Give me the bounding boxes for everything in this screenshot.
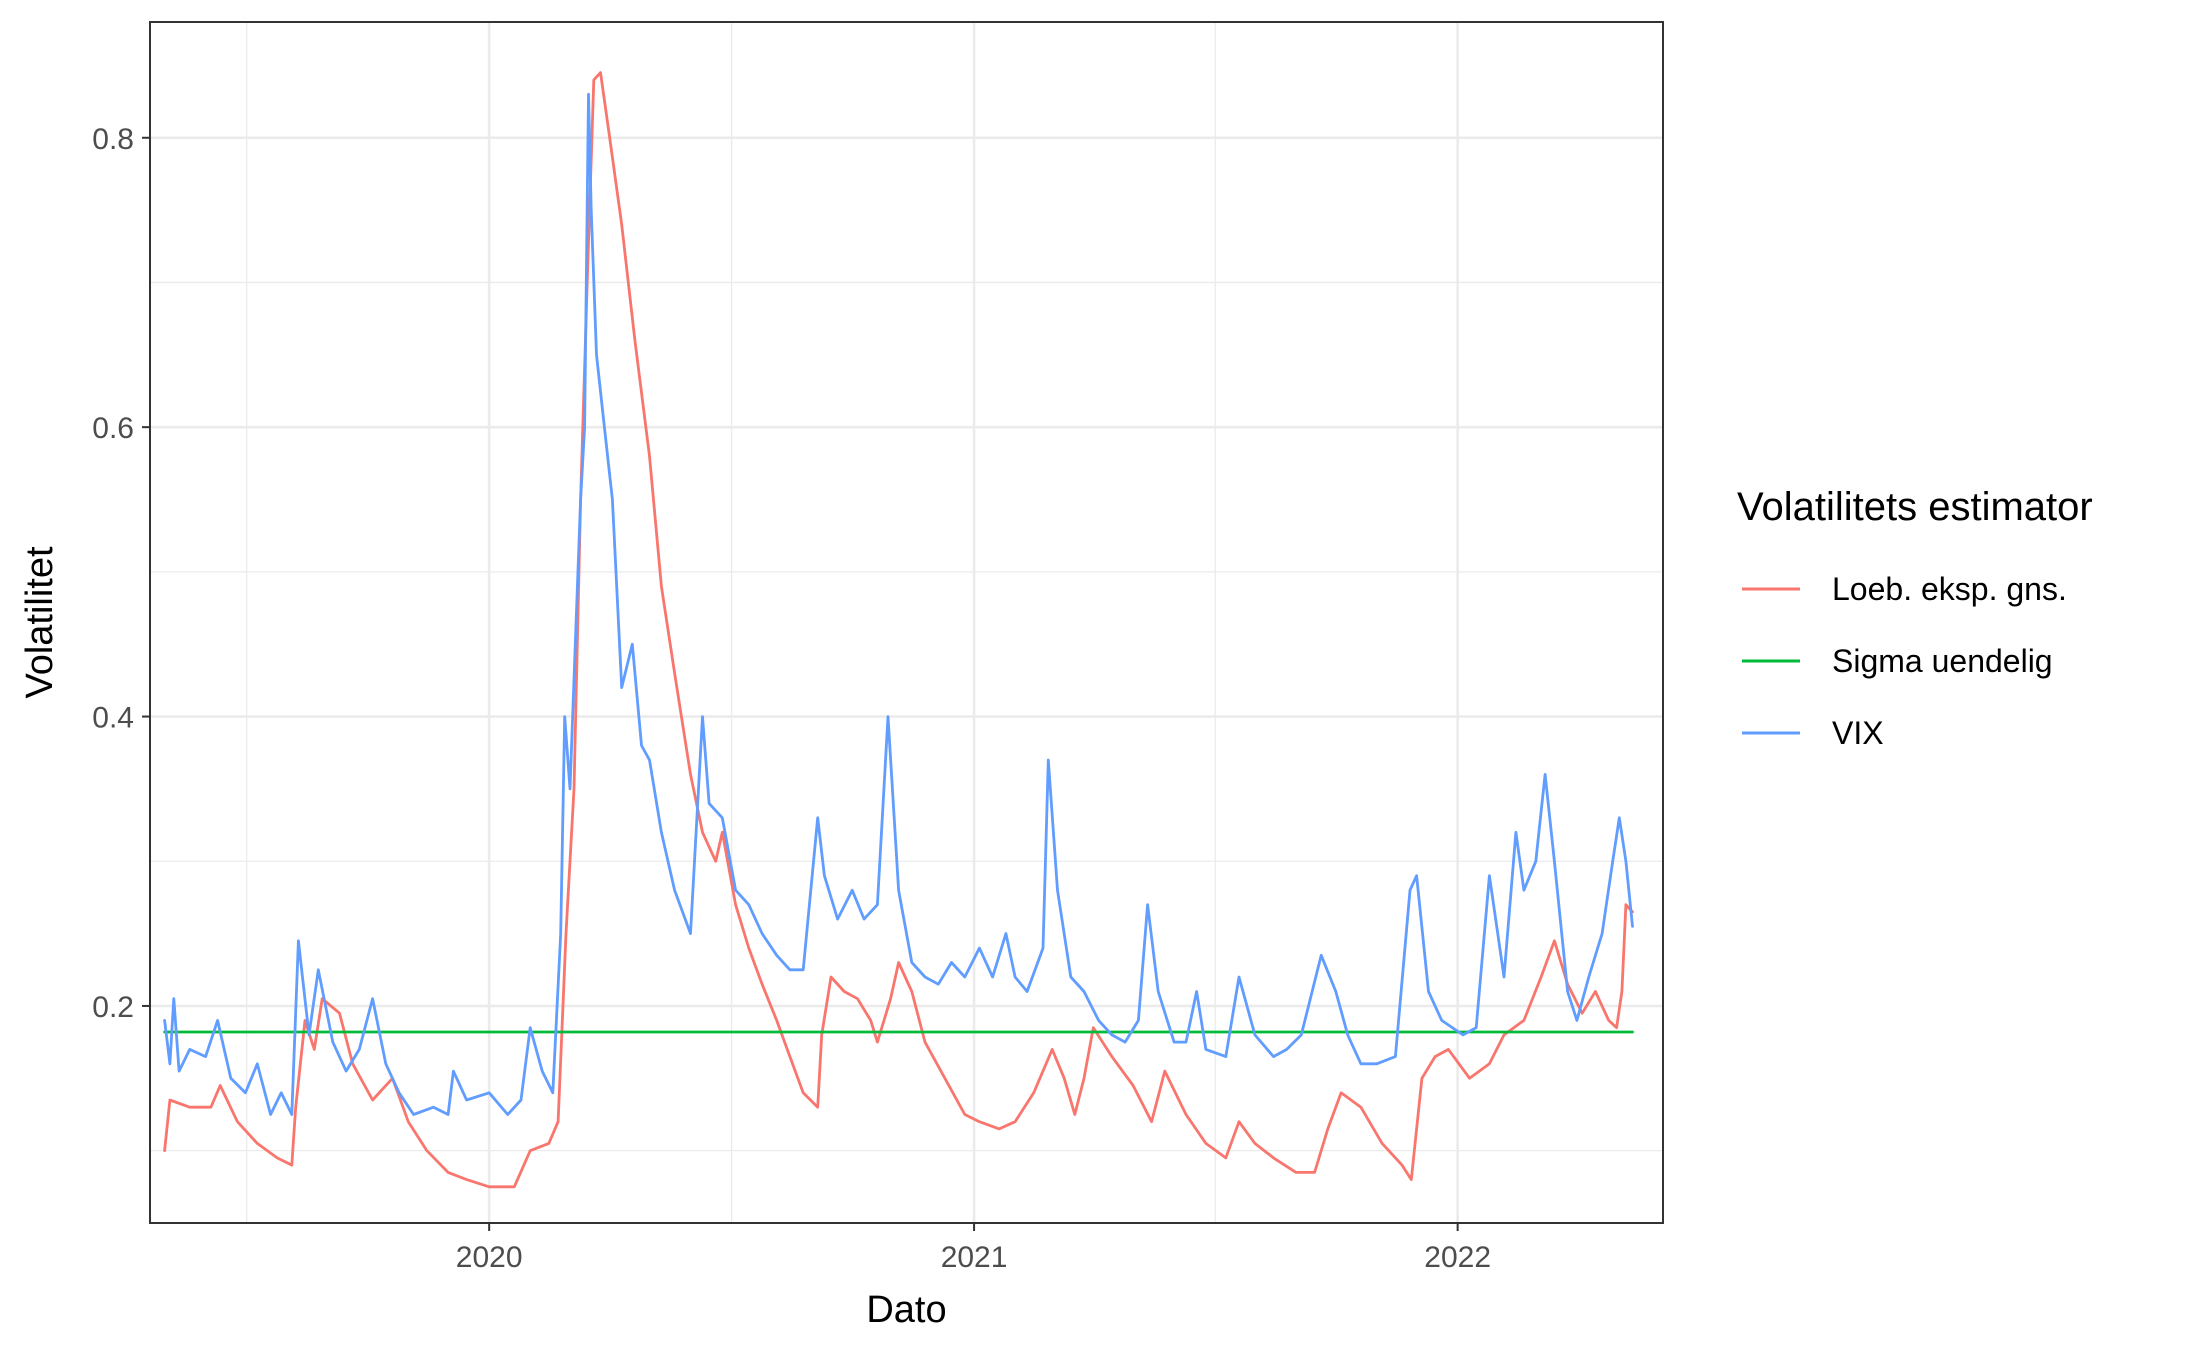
axis-layer: 0.2 0.4 0.6 0.8 2020 2021 2022 [92,123,1491,1274]
y-axis-title: Volatilitet [19,546,61,699]
x-tick-label: 2022 [1424,1241,1491,1274]
y-tick-label: 0.4 [92,702,134,735]
legend-label-sigma-uendelig: Sigma uendelig [1832,643,2053,679]
plot-panel [150,22,1663,1223]
legend: Volatilitets estimator Loeb. eksp. gns. S… [1737,485,2093,751]
y-tick-label: 0.8 [92,123,134,156]
series-layer [163,71,1634,1189]
legend-label-vix: VIX [1832,715,1884,751]
x-axis-title: Dato [866,1289,946,1331]
y-tick-label: 0.2 [92,991,134,1024]
series-line-vix [163,92,1634,1116]
series-line-loeb-eksp-gns [163,71,1634,1189]
y-tick-label: 0.6 [92,412,134,445]
x-tick-label: 2020 [456,1241,523,1274]
legend-items: Loeb. eksp. gns. Sigma uendelig VIX [1742,571,2067,751]
grid-layer [150,22,1663,1223]
panel-border [149,21,1664,1224]
x-tick-label: 2021 [941,1241,1008,1274]
legend-label-loeb-eksp-gns: Loeb. eksp. gns. [1832,571,2067,607]
legend-title: Volatilitets estimator [1737,485,2093,529]
